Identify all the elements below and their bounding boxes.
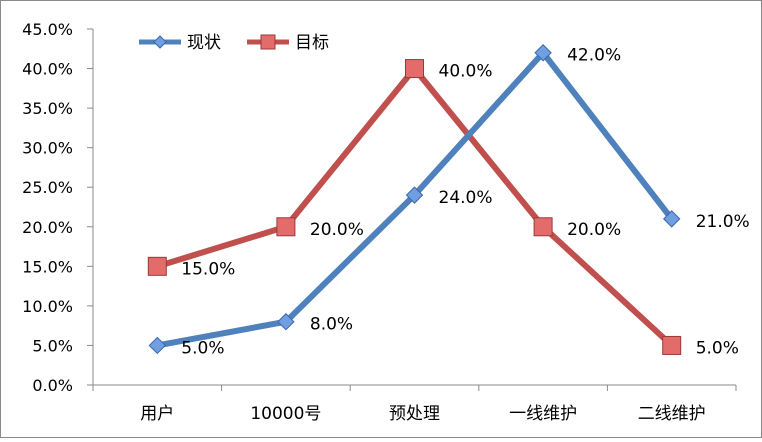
x-category-label: 预处理 <box>389 404 440 424</box>
legend-label-target: 目标 <box>295 33 329 53</box>
y-tick-label: 10.0% <box>22 297 73 316</box>
data-labels: 15.0% 20.0% 40.0% 20.0% 5.0% 5.0% 8.0% 24.0% 42.… <box>181 46 749 359</box>
x-category-label: 用户 <box>140 404 174 424</box>
data-point-current <box>662 210 681 228</box>
legend-item-current: 现状 <box>139 33 221 53</box>
data-point-target <box>662 335 682 355</box>
data-label-current: 21.0% <box>696 212 750 232</box>
data-point-current <box>405 186 424 204</box>
data-label-target: 40.0% <box>439 62 493 82</box>
x-category-label: 一线维护 <box>509 404 577 424</box>
data-label-current: 8.0% <box>310 315 353 335</box>
data-label-current: 42.0% <box>567 46 621 66</box>
data-label-target: 20.0% <box>310 220 364 240</box>
axes <box>92 29 736 386</box>
data-point-target <box>147 256 167 276</box>
data-label-target: 20.0% <box>567 220 621 240</box>
series-line-target <box>156 65 674 348</box>
data-label-target: 15.0% <box>181 259 235 279</box>
data-label-current: 24.0% <box>439 188 493 208</box>
legend-marker-target <box>260 34 276 50</box>
legend-marker-current <box>153 35 167 49</box>
data-point-current <box>534 44 552 62</box>
x-category-label: 10000号 <box>250 404 321 424</box>
data-point-target <box>276 217 296 237</box>
y-tick-label: 0.0% <box>32 376 73 395</box>
data-point-target <box>533 217 553 237</box>
y-tick-label: 5.0% <box>32 336 73 355</box>
x-category-label: 二线维护 <box>638 404 706 424</box>
y-tick-label: 25.0% <box>22 178 73 197</box>
series-markers <box>147 44 682 355</box>
legend: 现状 目标 <box>139 33 329 53</box>
data-point-current <box>277 313 295 331</box>
data-point-target <box>405 59 424 79</box>
y-tick-label: 15.0% <box>22 257 73 276</box>
data-label-current: 5.0% <box>181 338 224 358</box>
y-axis-ticks: 0.0% 5.0% 10.0% 15.0% 20.0% 25.0% 30.0% 35.0% 40… <box>22 20 93 395</box>
y-tick-label: 35.0% <box>22 99 73 118</box>
data-point-current <box>148 336 167 355</box>
legend-item-target: 目标 <box>247 33 329 53</box>
data-label-target: 5.0% <box>696 338 739 358</box>
x-axis-categories: 用户 10000号 预处理 一线维护 二线维护 <box>92 385 737 424</box>
y-tick-label: 45.0% <box>22 20 73 39</box>
y-tick-label: 40.0% <box>22 60 73 79</box>
y-tick-label: 30.0% <box>22 139 73 158</box>
legend-label-current: 现状 <box>187 33 221 53</box>
y-tick-label: 20.0% <box>22 218 73 237</box>
